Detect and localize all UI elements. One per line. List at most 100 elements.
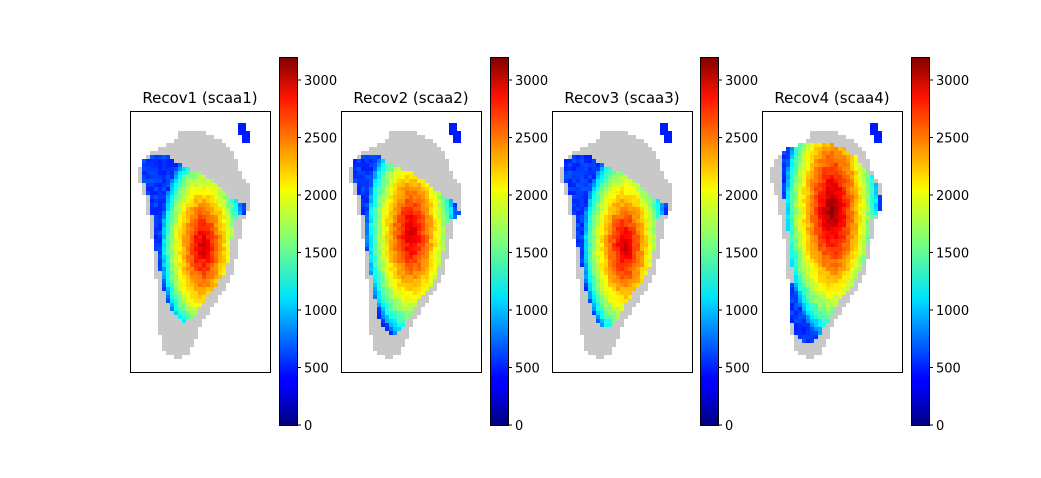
heatmap-cell [218,291,222,295]
heatmap-cell [417,267,421,271]
heatmap-cell [830,151,834,155]
heatmap-cell [202,147,206,151]
heatmap-cell [830,279,834,283]
heatmap-cell [194,139,198,143]
heatmap-cell [174,219,178,223]
heatmap-cell [178,331,182,335]
heatmap-cell [190,191,194,195]
heatmap-cell [576,231,580,235]
heatmap-cell [449,211,453,215]
heatmap-cell [389,159,393,163]
heatmap-cell [604,251,608,255]
heatmap-cell [174,143,178,147]
heatmap-cell [393,327,397,331]
heatmap-cell [154,223,158,227]
heatmap-cell [162,227,166,231]
heatmap-cell [206,219,210,223]
heatmap-cell [668,139,672,143]
heatmap-cell [401,335,405,339]
heatmap-cell [433,203,437,207]
heatmap-cell [405,315,409,319]
heatmap-cell [202,227,206,231]
heatmap-cell [608,151,612,155]
heatmap-cell [604,267,608,271]
heatmap-cell [162,171,166,175]
heatmap-cell [230,211,234,215]
heatmap-cell [786,199,790,203]
heatmap-cell [182,231,186,235]
heatmap-cell [393,335,397,339]
heatmap-cell [782,171,786,175]
heatmap-cell [806,219,810,223]
heatmap-cell [588,311,592,315]
heatmap-cell [409,179,413,183]
axes-frame [762,111,903,373]
heatmap-cell [810,259,814,263]
heatmap-cell [377,319,381,323]
heatmap-cell [234,227,238,231]
heatmap-cell [210,295,214,299]
heatmap-cell [608,275,612,279]
heatmap-cell [608,235,612,239]
heatmap-cell [798,219,802,223]
heatmap-cell [794,191,798,195]
heatmap-cell [218,279,222,283]
heatmap-cell [409,303,413,307]
heatmap-cell [385,307,389,311]
heatmap-cell [170,259,174,263]
heatmap-cell [838,303,842,307]
colorbar-frame [490,57,509,426]
heatmap-cell [782,159,786,163]
heatmap-cell [425,143,429,147]
heatmap-cell [798,303,802,307]
heatmap-cell [429,187,433,191]
heatmap-cell [814,223,818,227]
heatmap-cell [814,131,818,135]
heatmap-cell [818,135,822,139]
heatmap-cell [393,215,397,219]
heatmap-cell [242,203,246,207]
heatmap-cell [568,155,572,159]
heatmap-cell [640,163,644,167]
heatmap-cell [604,247,608,251]
heatmap-cell [377,335,381,339]
heatmap-cell [636,199,640,203]
heatmap-cell [417,235,421,239]
heatmap-cell [242,195,246,199]
heatmap-cell [214,299,218,303]
heatmap-cell [429,195,433,199]
heatmap-cell [798,271,802,275]
heatmap-cell [230,227,234,231]
heatmap-cell [170,343,174,347]
heatmap-cell [632,187,636,191]
heatmap-cell [425,187,429,191]
heatmap-cell [393,287,397,291]
heatmap-cell [814,143,818,147]
heatmap-cell [826,191,830,195]
heatmap-cell [588,179,592,183]
heatmap-cell [425,167,429,171]
heatmap-cell [850,195,854,199]
heatmap-cell [846,207,850,211]
heatmap-cell [822,299,826,303]
heatmap-cell [560,179,564,183]
heatmap-cell [802,235,806,239]
heatmap-cell [170,171,174,175]
heatmap-cell [794,163,798,167]
heatmap-cell [178,339,182,343]
heatmap-cell [592,223,596,227]
heatmap-cell [218,211,222,215]
heatmap-cell [234,159,238,163]
heatmap-cell [206,195,210,199]
heatmap-cell [822,307,826,311]
heatmap-cell [174,179,178,183]
heatmap-cell [568,163,572,167]
heatmap-cell [377,179,381,183]
heatmap-cell [580,319,584,323]
heatmap-cell [166,279,170,283]
heatmap-cell [413,227,417,231]
heatmap-cell [608,339,612,343]
heatmap-cell [652,211,656,215]
heatmap-cell [353,191,357,195]
heatmap-cell [166,263,170,267]
